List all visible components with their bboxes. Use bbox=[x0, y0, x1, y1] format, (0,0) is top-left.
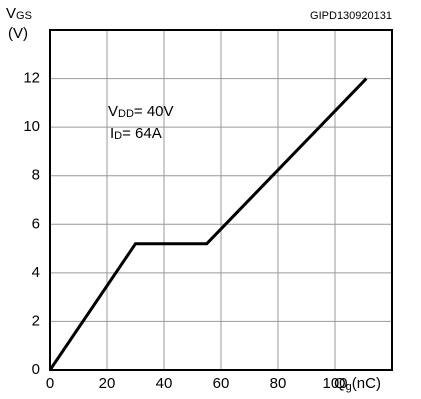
chart-code: GIPD130920131 bbox=[310, 10, 392, 22]
plot-frame bbox=[49, 29, 393, 371]
annotation: VDD= 40V bbox=[108, 103, 174, 120]
x-tick-label: 40 bbox=[156, 375, 173, 392]
y-tick-label: 4 bbox=[32, 264, 40, 281]
annotation-symbol: I bbox=[110, 125, 114, 142]
y-label-symbol: V bbox=[6, 5, 16, 22]
y-tick-label: 8 bbox=[32, 167, 40, 184]
x-tick-label: 100 bbox=[322, 375, 347, 392]
annotation-symbol: V bbox=[108, 103, 118, 120]
x-label-subscript: g bbox=[346, 381, 352, 393]
x-tick-label: 80 bbox=[270, 375, 287, 392]
annotation-subscript: DD bbox=[118, 108, 134, 120]
y-tick-label: 6 bbox=[32, 215, 40, 232]
x-tick-label: 0 bbox=[46, 375, 54, 392]
data-line bbox=[48, 77, 368, 371]
annotation-text: = 64A bbox=[122, 125, 162, 142]
y-tick-label: 10 bbox=[23, 118, 40, 135]
annotation-text: = 40V bbox=[134, 103, 174, 120]
y-tick-label: 0 bbox=[32, 361, 40, 378]
x-label-symbol: Q bbox=[334, 375, 346, 392]
y-label-subscript: GS bbox=[16, 10, 32, 22]
annotation-subscript: D bbox=[114, 130, 122, 142]
y-tick-label: 12 bbox=[23, 70, 40, 87]
y-axis-label: VGS bbox=[6, 5, 32, 22]
y-tick-label: 2 bbox=[32, 312, 40, 329]
x-tick-label: 60 bbox=[213, 375, 230, 392]
x-axis-label: Qg(nC) bbox=[334, 375, 381, 393]
annotation: ID= 64A bbox=[110, 125, 162, 142]
x-label-unit: (nC) bbox=[352, 375, 381, 392]
y-axis-unit: (V) bbox=[8, 25, 28, 42]
x-tick-label: 20 bbox=[99, 375, 116, 392]
